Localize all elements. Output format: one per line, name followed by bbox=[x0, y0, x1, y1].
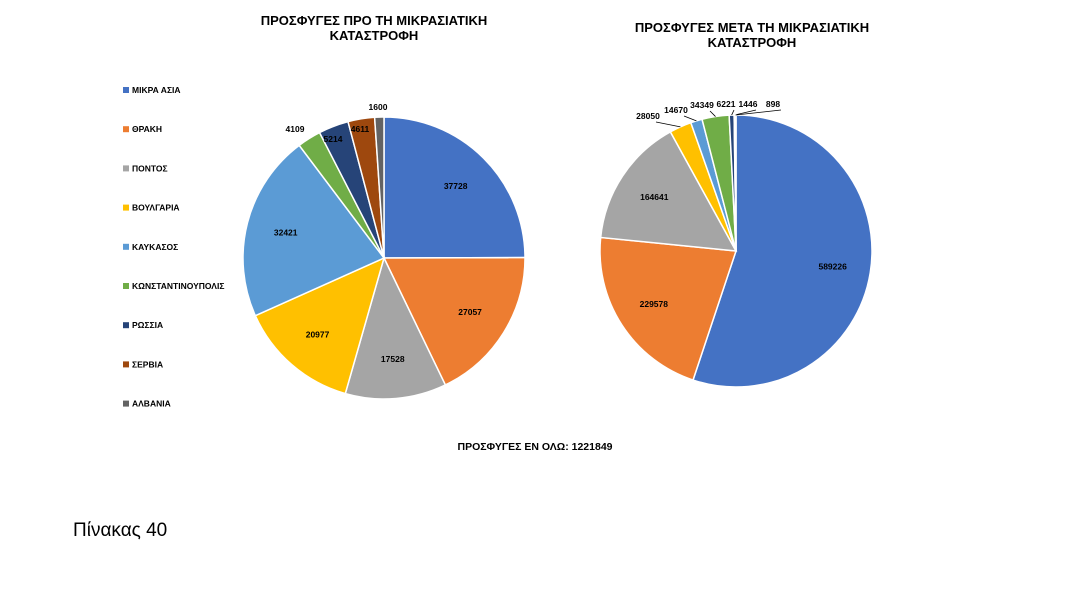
pie-slice bbox=[344, 255, 447, 400]
pie-slice bbox=[382, 256, 526, 386]
legend-entry: ΑΛΒΑΝΙΑ bbox=[132, 399, 171, 409]
leader-line bbox=[655, 121, 681, 128]
data-label: 5214 bbox=[324, 134, 343, 144]
data-label: 229578 bbox=[640, 299, 669, 309]
legend-swatch bbox=[123, 87, 129, 93]
legend-entry: ΒΟΥΛΓΑΡΙΑ bbox=[132, 203, 180, 213]
legend-swatch bbox=[123, 204, 129, 211]
leader-line bbox=[734, 109, 757, 116]
data-label: 1600 bbox=[369, 102, 388, 112]
table-caption: Πίνακας 40 bbox=[73, 520, 168, 541]
legend-entry: ΡΩΣΣΙΑ bbox=[132, 320, 163, 330]
chart-title-1: ΠΡΟΣΦΥΓΕΣ ΠΡΟ ΤΗ ΜΙΚΡΑΣΙΑΤΙΚΗ bbox=[261, 13, 488, 28]
legend-swatch bbox=[123, 165, 129, 172]
data-label: 4109 bbox=[286, 124, 305, 134]
data-label: 20977 bbox=[306, 330, 330, 340]
chart-title-2: ΚΑΤΑΣΤΡΟΦΗ bbox=[708, 35, 797, 50]
legend-swatch bbox=[123, 400, 129, 407]
legend-swatch bbox=[123, 126, 129, 133]
data-label: 34349 bbox=[690, 100, 714, 110]
data-label: 164641 bbox=[640, 192, 669, 202]
legend-entry: ΠΟΝΤΟΣ bbox=[132, 163, 168, 173]
pie-slice bbox=[373, 116, 385, 259]
chart-title-2: ΠΡΟΣΦΥΓΕΣ ΜΕΤΑ ΤΗ ΜΙΚΡΑΣΙΑΤΙΚΗ bbox=[635, 20, 869, 35]
pie-slice bbox=[383, 116, 526, 259]
data-label: 14670 bbox=[664, 105, 688, 115]
data-label: 898 bbox=[766, 99, 780, 109]
data-label: 4611 bbox=[351, 124, 370, 134]
legend-swatch bbox=[123, 283, 129, 289]
legend-swatch bbox=[123, 361, 129, 368]
chart-title-1: ΚΑΤΑΣΤΡΟΦΗ bbox=[330, 28, 419, 43]
leader-line bbox=[731, 109, 735, 116]
pie-slice bbox=[692, 114, 873, 388]
total-refugees-label: ΠΡΟΣΦΥΓΕΣ ΕΝ ΟΛΩ: 1221849 bbox=[457, 441, 612, 453]
data-label: 37728 bbox=[444, 181, 468, 191]
legend-entry: ΜΙΚΡΑ ΑΣΙΑ bbox=[132, 85, 181, 95]
pie-slice bbox=[599, 130, 738, 252]
data-label: 28050 bbox=[636, 111, 660, 121]
data-label: 17528 bbox=[381, 354, 405, 364]
data-label: 32421 bbox=[274, 228, 298, 238]
leader-line bbox=[735, 109, 782, 116]
leader-line bbox=[709, 110, 716, 117]
data-label: 6221 bbox=[717, 99, 736, 109]
legend-swatch bbox=[123, 322, 129, 329]
data-label: 27057 bbox=[458, 307, 482, 317]
leader-line bbox=[683, 115, 697, 122]
pie-slice bbox=[599, 236, 738, 381]
legend-swatch bbox=[123, 243, 129, 250]
legend-entry: ΣΕΡΒΙΑ bbox=[132, 359, 163, 369]
pie-slice bbox=[734, 114, 737, 252]
legend-entry: ΚΑΥΚΑΣΟΣ bbox=[132, 242, 178, 252]
pie-slice bbox=[242, 144, 386, 317]
data-label: 589226 bbox=[818, 262, 847, 272]
data-label: 1446 bbox=[739, 99, 758, 109]
legend-entry: ΚΩΝΣΤΑΝΤΙΝΟΥΠΟΛΙΣ bbox=[132, 281, 224, 291]
pie-slice bbox=[254, 256, 386, 395]
legend-entry: ΘΡΑΚΗ bbox=[132, 124, 162, 134]
